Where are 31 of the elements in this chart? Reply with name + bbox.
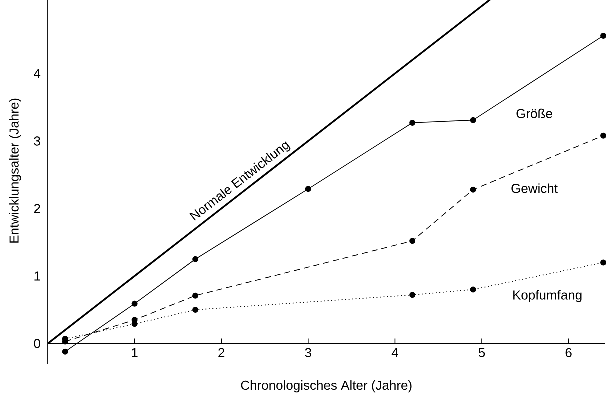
- y-tick-label: 4: [34, 69, 41, 78]
- series-label: Kopfumfang: [514, 290, 582, 302]
- point: [470, 186, 476, 193]
- x-axis-title: Chronologisches Alter (Jahre): [241, 380, 412, 393]
- series-label: Größe: [516, 108, 552, 118]
- y-tick-label: 0: [34, 339, 40, 348]
- point: [410, 120, 416, 126]
- y-tick-label: 1: [34, 272, 40, 281]
- y-tick-label: 2: [34, 204, 40, 214]
- point: [470, 286, 476, 293]
- y-tick-label: 3: [34, 136, 40, 146]
- point: [192, 292, 199, 299]
- point: [305, 186, 312, 192]
- point: [62, 348, 68, 355]
- point: [600, 132, 606, 139]
- x-tick-label: 1: [132, 348, 138, 358]
- point: [132, 300, 138, 307]
- x-tick-label: 5: [478, 348, 486, 358]
- point: [600, 260, 606, 266]
- point: [600, 32, 606, 39]
- point: [192, 256, 199, 262]
- point: [192, 307, 199, 313]
- y-axis-title: Entwicklungsalter (Jahre): [9, 98, 22, 243]
- x-tick-label: 4: [392, 348, 398, 358]
- x-tick-label: 6: [566, 348, 572, 358]
- point: [410, 292, 416, 298]
- x-tick-label: 3: [305, 348, 312, 358]
- series-label: Gewicht: [512, 184, 558, 194]
- point: [410, 238, 416, 244]
- x-tick-label: 2: [218, 348, 225, 358]
- point: [470, 117, 476, 124]
